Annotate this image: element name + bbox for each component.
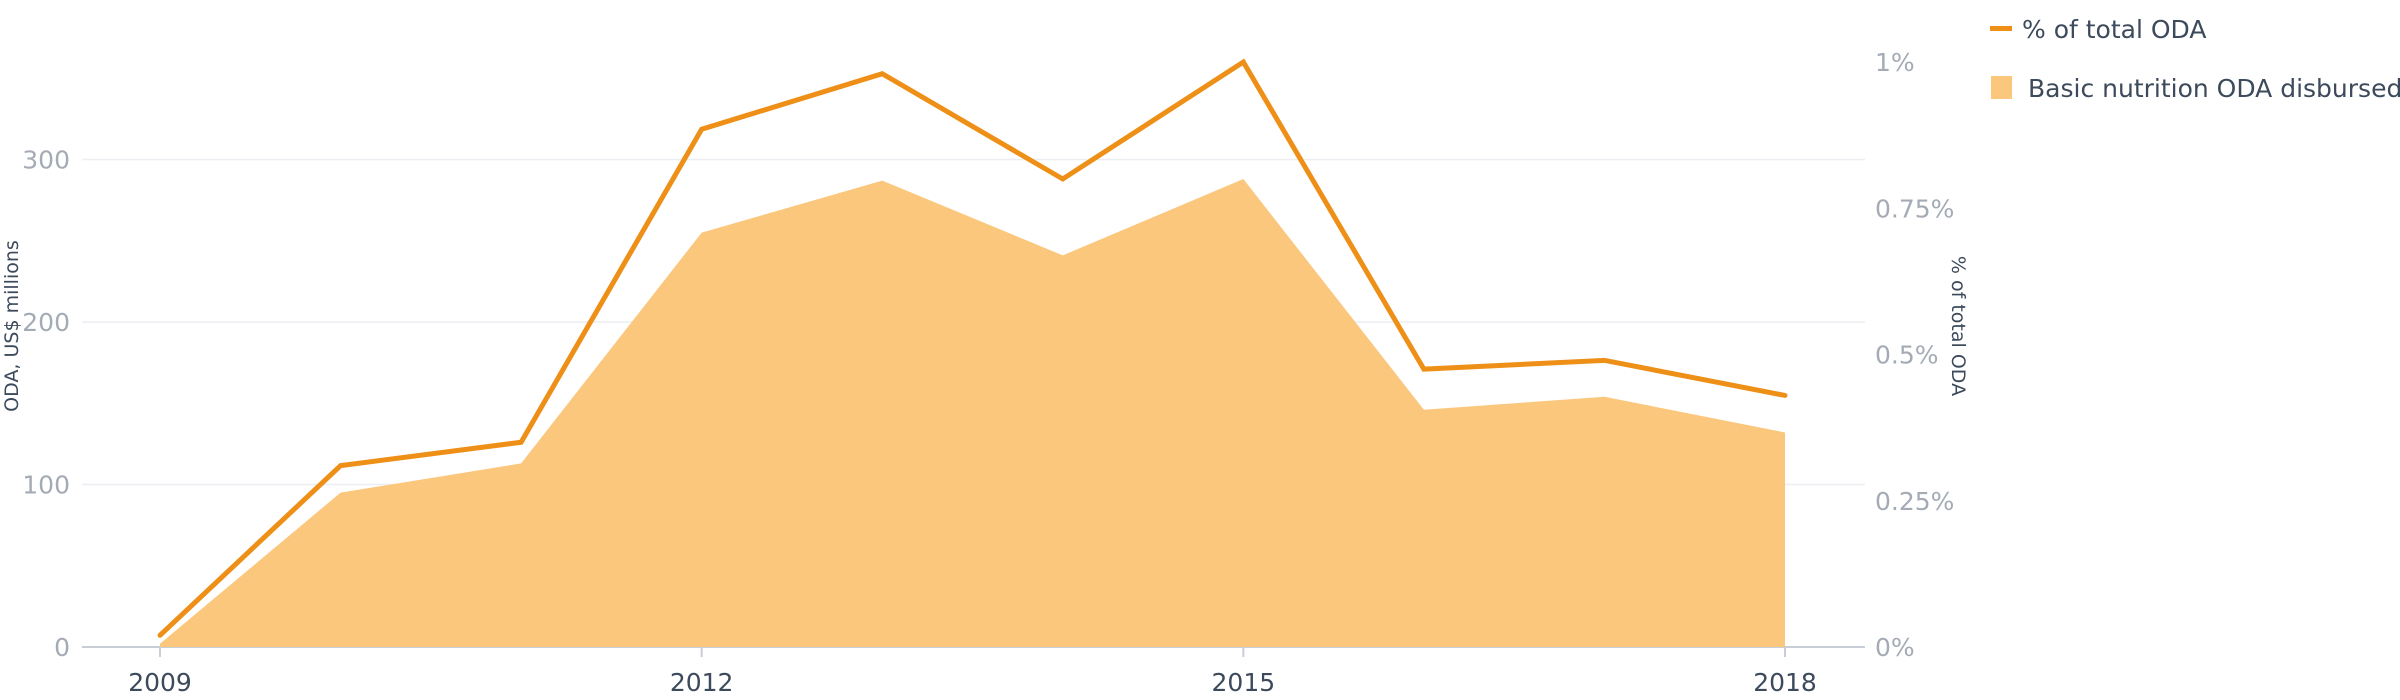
y2-tick-label: 1% — [1875, 48, 1915, 77]
legend-line-swatch — [1990, 26, 2012, 31]
x-tick-label: 2012 — [670, 668, 734, 697]
x-tick-label: 2015 — [1212, 668, 1276, 697]
y-tick-label: 0 — [54, 633, 70, 662]
y-tick-label: 100 — [22, 471, 70, 500]
area-series — [159, 178, 1786, 647]
y-tick-label: 200 — [22, 308, 70, 337]
legend: % of total ODA Basic nutrition ODA disbu… — [1990, 15, 2400, 103]
y2-tick-label: 0% — [1875, 633, 1915, 662]
y2-axis-title: % of total ODA — [1947, 256, 1969, 396]
area-basic-nutrition-oda — [160, 179, 1785, 647]
line-series — [157, 58, 1788, 638]
x-tick-label: 2009 — [128, 668, 192, 697]
axis-ticks: 0 100 200 300 0% 0.25% 0.5% 0.75% 1% 2009 2012 2015… — [22, 48, 1954, 697]
legend-area-label: Basic nutrition ODA disbursed — [2028, 74, 2400, 103]
y-tick-label: 300 — [22, 146, 70, 175]
legend-line-label: % of total ODA — [2022, 15, 2206, 44]
y2-tick-label: 0.25% — [1875, 487, 1954, 516]
y2-tick-label: 0.75% — [1875, 194, 1954, 223]
line-pct-total-oda — [157, 58, 1788, 638]
legend-area-swatch — [1991, 76, 2012, 99]
y2-tick-label: 0.5% — [1875, 341, 1939, 370]
x-tick-label: 2018 — [1753, 668, 1817, 697]
y-axis-title: ODA, US$ millions — [1, 240, 23, 412]
